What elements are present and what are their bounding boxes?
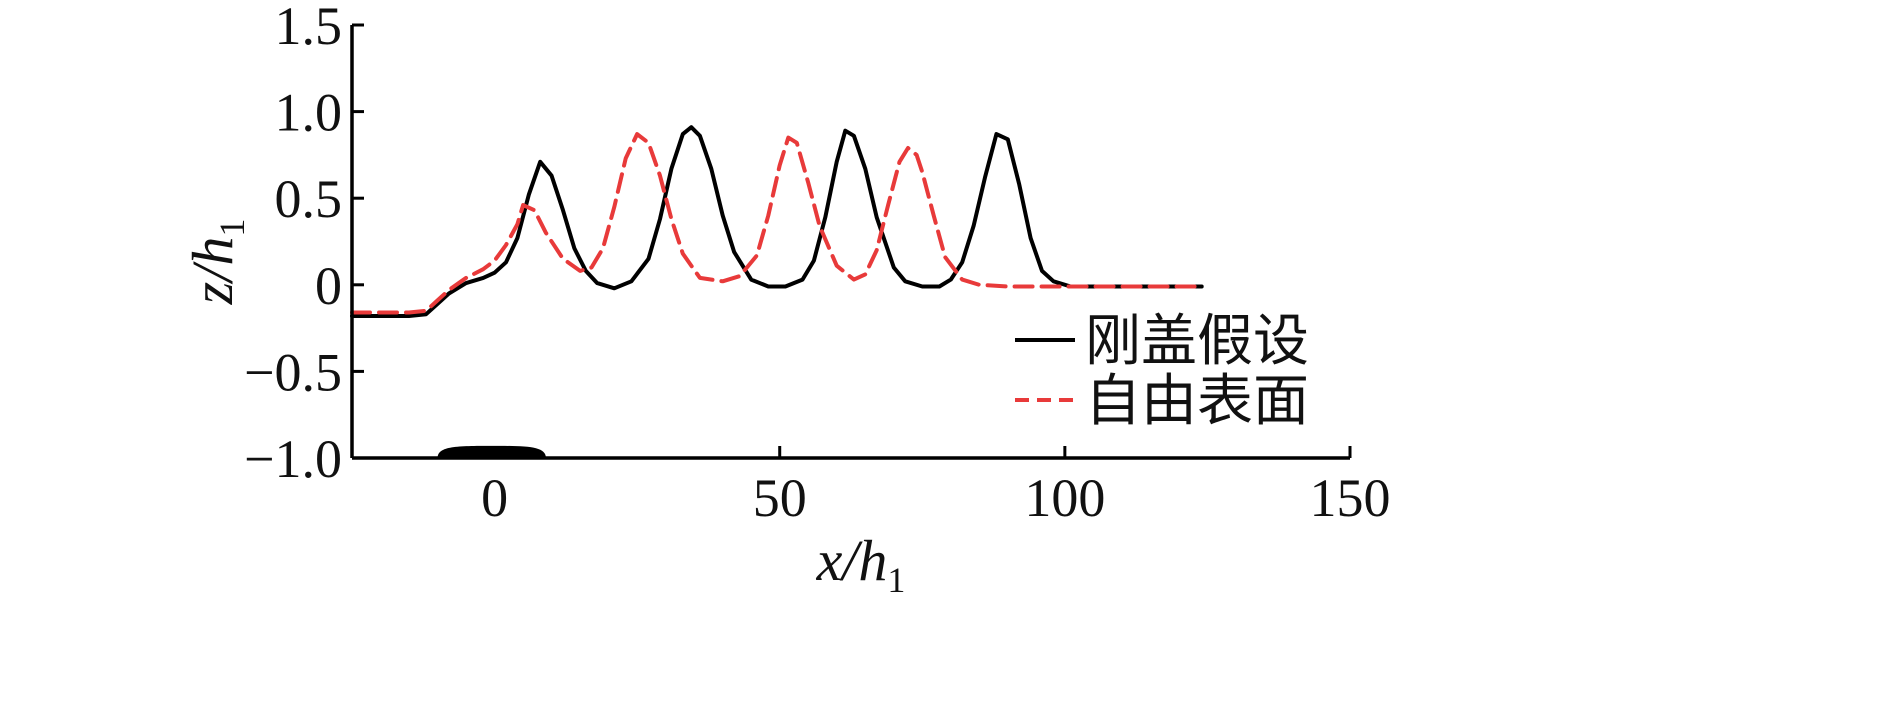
legend-label-rigid-lid: 刚盖假设 xyxy=(1085,309,1309,374)
legend-label-free-surface: 自由表面 xyxy=(1085,369,1309,434)
series-line-free-surface xyxy=(350,132,1204,315)
x-axis-label: x/h1 xyxy=(816,528,906,600)
y-tick-label: −0.5 xyxy=(244,342,342,402)
y-tick-label: 1.5 xyxy=(275,0,343,56)
y-ticks: −1.0 −0.5 0 0.5 1.0 1.5 xyxy=(244,0,364,489)
plot-area xyxy=(437,445,546,458)
axes xyxy=(350,25,1350,460)
x-tick-label: 150 xyxy=(1310,468,1391,528)
series-line-rigid-lid xyxy=(350,125,1204,318)
x-ticks: 0 50 100 150 xyxy=(481,446,1391,528)
series-layer xyxy=(350,125,1204,318)
x-tick-label: 50 xyxy=(753,468,807,528)
y-tick-label: 1.0 xyxy=(275,83,343,143)
x-tick-label: 100 xyxy=(1024,468,1105,528)
bottom-shape xyxy=(437,445,546,458)
x-tick-label: 0 xyxy=(481,468,508,528)
legend: 刚盖假设 自由表面 xyxy=(1015,309,1309,434)
y-tick-label: 0 xyxy=(315,256,342,316)
y-axis-label: z/h1 xyxy=(180,219,252,306)
y-tick-label: −1.0 xyxy=(244,429,342,489)
y-tick-label: 0.5 xyxy=(275,169,343,229)
